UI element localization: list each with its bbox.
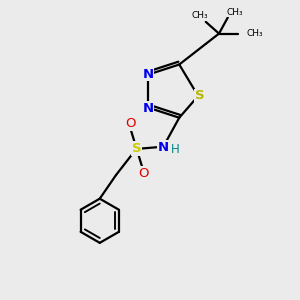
Text: CH₃: CH₃ xyxy=(247,29,264,38)
Text: N: N xyxy=(142,68,154,81)
Text: S: S xyxy=(132,142,141,155)
Text: N: N xyxy=(158,141,169,154)
Text: S: S xyxy=(195,89,204,103)
Text: CH₃: CH₃ xyxy=(192,11,208,20)
Text: N: N xyxy=(142,102,154,115)
Text: H: H xyxy=(171,143,180,156)
Text: CH₃: CH₃ xyxy=(227,8,244,17)
Text: O: O xyxy=(138,167,148,180)
Text: O: O xyxy=(125,117,135,130)
